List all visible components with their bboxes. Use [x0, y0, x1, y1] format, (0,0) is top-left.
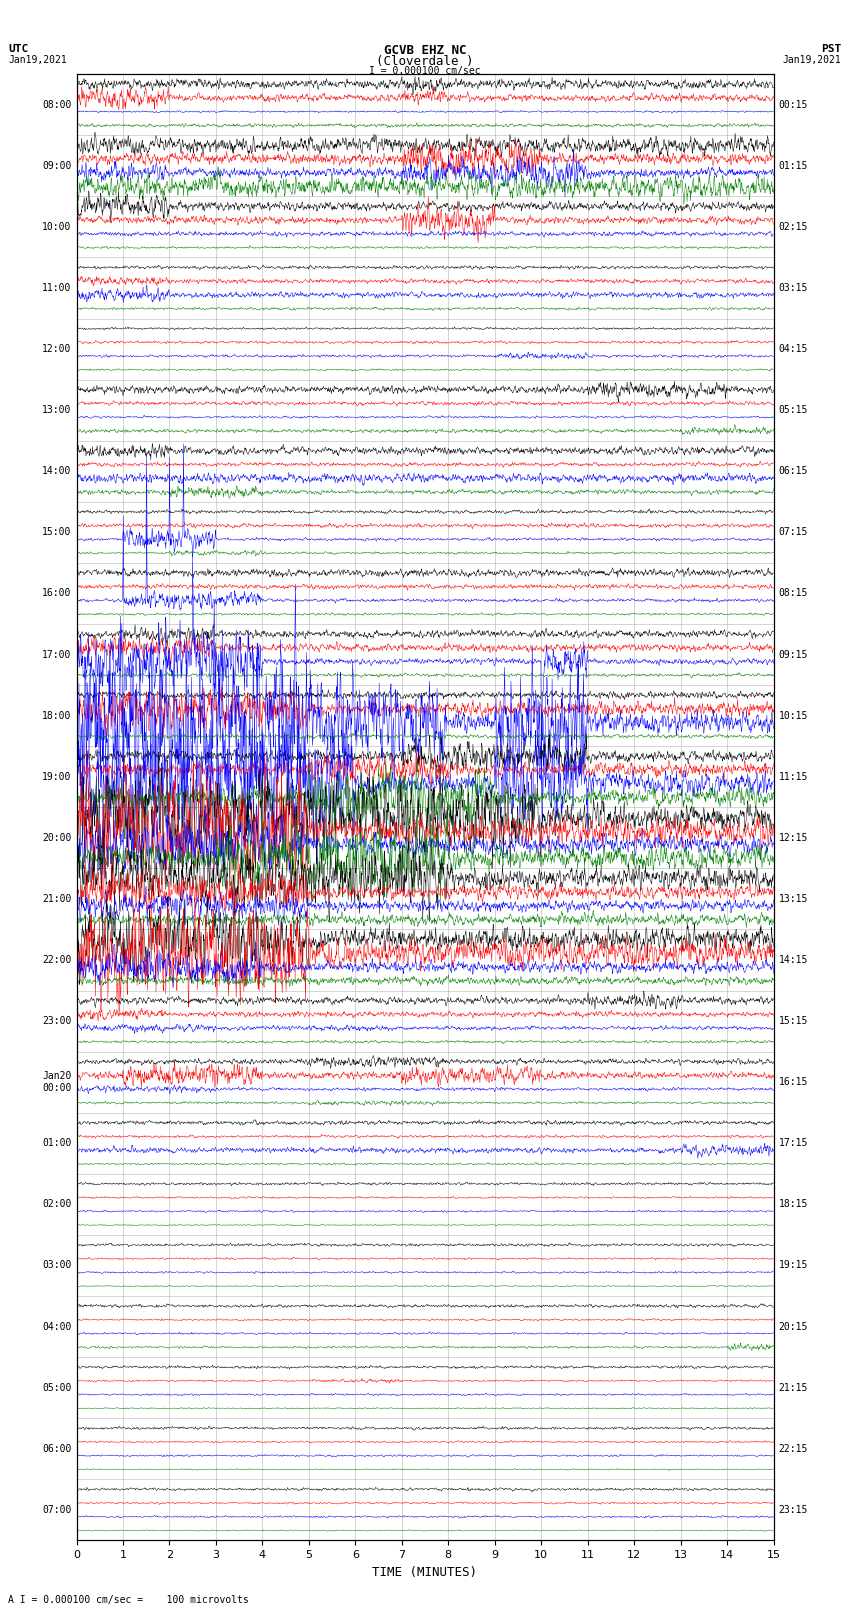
- Text: A I = 0.000100 cm/sec =    100 microvolts: A I = 0.000100 cm/sec = 100 microvolts: [8, 1595, 249, 1605]
- X-axis label: TIME (MINUTES): TIME (MINUTES): [372, 1566, 478, 1579]
- Text: GCVB EHZ NC: GCVB EHZ NC: [383, 44, 467, 56]
- Text: I = 0.000100 cm/sec: I = 0.000100 cm/sec: [369, 66, 481, 76]
- Text: Jan19,2021: Jan19,2021: [8, 55, 67, 65]
- Text: Jan19,2021: Jan19,2021: [783, 55, 842, 65]
- Text: PST: PST: [821, 44, 842, 53]
- Text: UTC: UTC: [8, 44, 29, 53]
- Text: (Cloverdale ): (Cloverdale ): [377, 55, 473, 68]
